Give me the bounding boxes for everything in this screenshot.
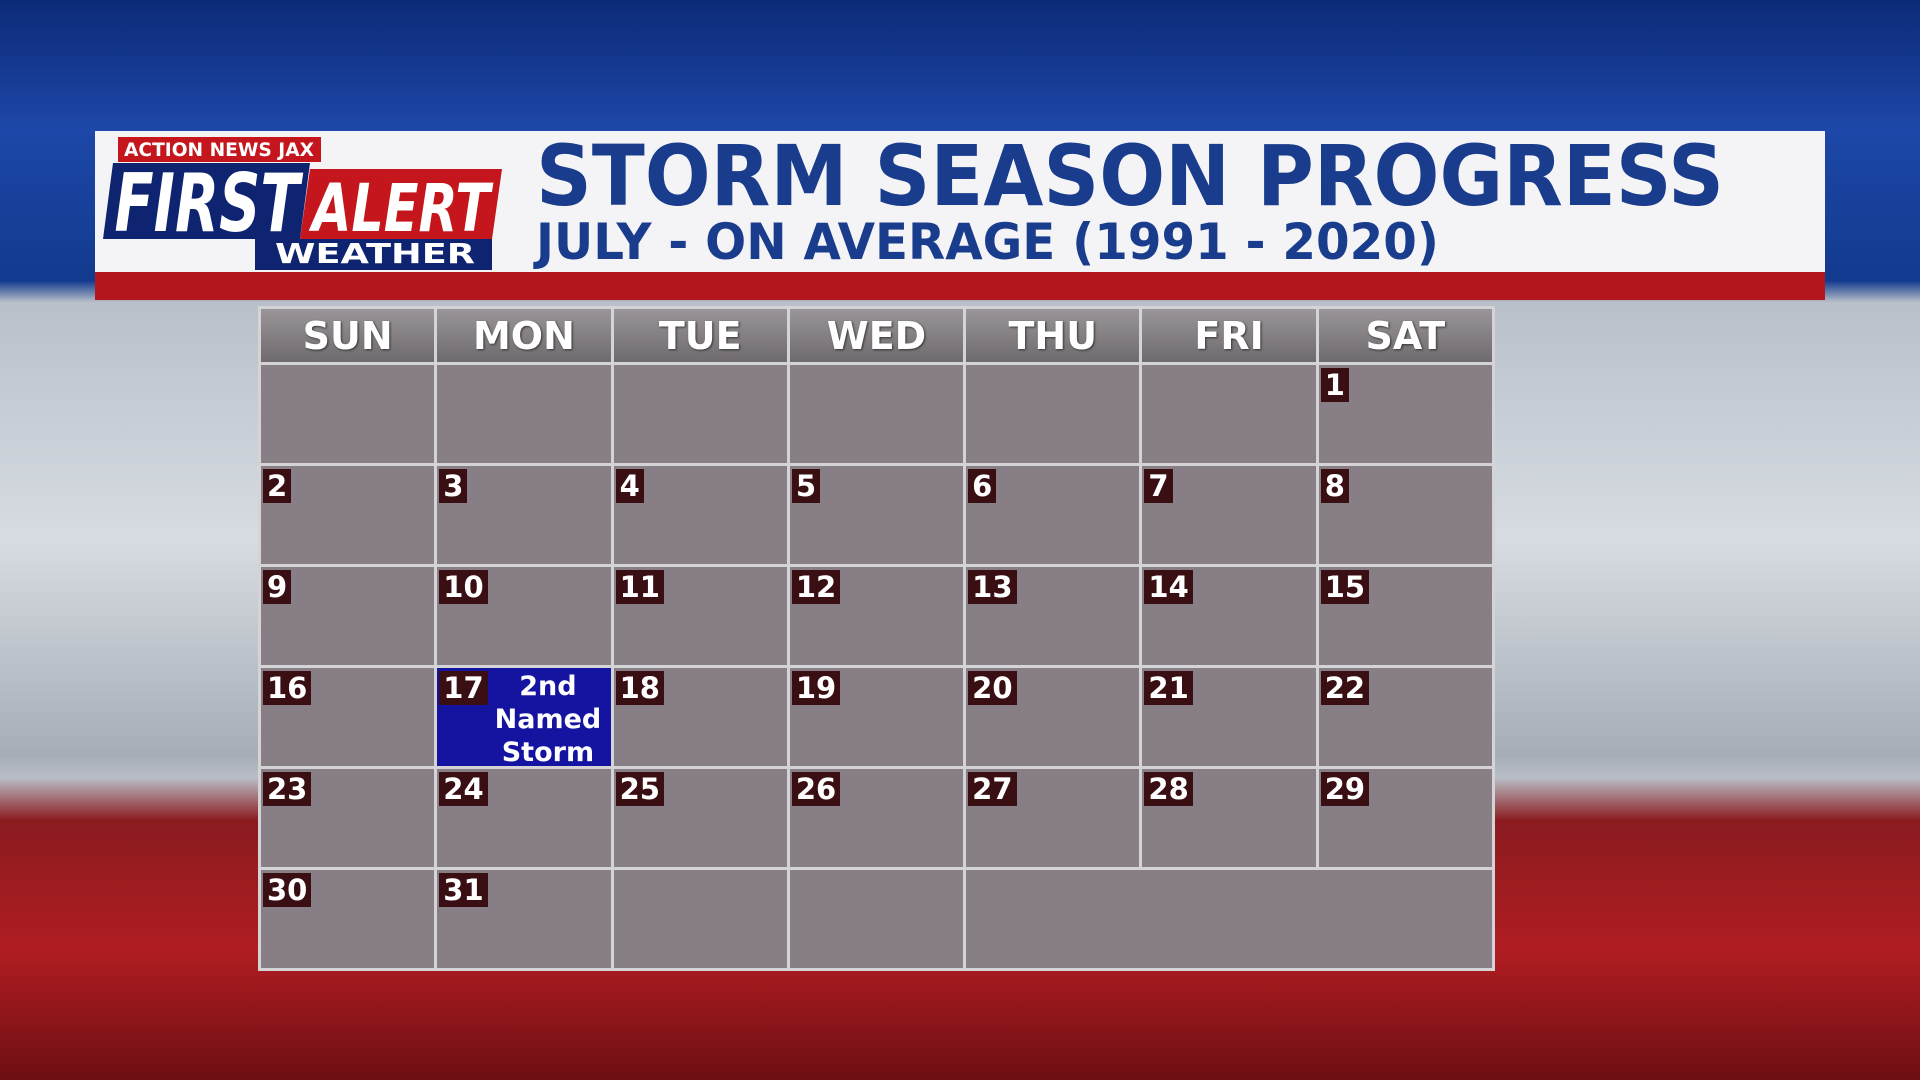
day-number: 3 [439,469,468,503]
subtitle: JULY - ON AVERAGE (1991 - 2020) [533,213,1439,271]
day-number: 26 [791,772,841,806]
day-header: FRI [1142,309,1316,362]
day-cell: 18 [613,668,787,766]
day-cell: 25 [613,769,787,867]
day-number: 9 [263,570,292,604]
logo-alert: ALERT [308,170,494,247]
day-cell: 28 [1142,769,1316,867]
day-number: 28 [1144,772,1193,806]
logo-station-box [118,137,321,162]
day-number: 1 [1320,368,1349,402]
day-number: 25 [615,772,664,806]
day-cell [1142,365,1316,463]
day-cell [789,365,964,463]
day-cell: 24 [437,769,611,867]
day-number: 19 [791,671,841,705]
day-cell: 30 [261,870,435,968]
day-number: 22 [1320,671,1370,705]
day-cell [613,870,787,968]
day-cell: 3 [437,466,611,564]
day-cell: 27 [966,769,1140,867]
day-cell [437,365,611,463]
day-cell: 10 [437,567,611,665]
day-cell [789,870,964,968]
day-cell: 26 [789,769,964,867]
header-banner: ACTION NEWS JAX FIRST ALERT WEATHER STOR… [95,131,1825,300]
day-number: 7 [1144,469,1173,503]
day-header: THU [966,309,1140,362]
day-number: 27 [968,772,1017,806]
day-number: 30 [263,873,312,907]
day-cell: 6 [966,466,1140,564]
day-number: 2 [263,469,292,503]
day-number: 12 [791,570,841,604]
day-cell: 8 [1318,466,1492,564]
day-cell [966,365,1140,463]
day-cell: 16 [261,668,435,766]
empty-cell [966,870,1492,968]
day-number: 4 [615,469,644,503]
logo-first: FIRST [115,157,304,250]
day-number: 18 [615,671,664,705]
calendar: SUN MON TUE WED THU FRI SAT 1 2 3 4 5 6 7 8 9 10 11 12 13 14… [258,306,1495,971]
day-cell: 11 [613,567,787,665]
day-number: 31 [439,873,488,907]
logo-first-box [103,163,310,239]
day-number: 8 [1320,469,1349,503]
day-number: 29 [1320,772,1370,806]
day-cell: 23 [261,769,435,867]
day-cell: 19 [789,668,964,766]
day-number: 23 [263,772,312,806]
day-cell: 7 [1142,466,1316,564]
day-number: 11 [615,570,664,604]
day-header: SAT [1318,309,1492,362]
event-note: 2nd Named Storm [494,671,602,768]
title: STORM SEASON PROGRESS [536,131,1724,225]
day-cell: 1 [1318,365,1492,463]
day-cell: 5 [789,466,964,564]
day-number: 24 [439,772,488,806]
day-cell: 2 [261,466,435,564]
day-cell [613,365,787,463]
day-number: 6 [968,469,997,503]
logo-station: ACTION NEWS JAX [124,139,314,161]
day-cell: 14 [1142,567,1316,665]
day-header: WED [789,309,964,362]
day-header: MON [437,309,611,362]
day-number: 10 [439,570,488,604]
day-cell: 29 [1318,769,1492,867]
day-number: 21 [1144,671,1193,705]
day-cell [261,365,435,463]
day-cell: 22 [1318,668,1492,766]
day-number: 16 [263,671,312,705]
day-header: TUE [613,309,787,362]
day-cell: 4 [613,466,787,564]
logo-alert-box [300,169,502,239]
event-cell: 17 2nd Named Storm [437,668,611,768]
logo-weather-box [255,239,492,270]
day-cell: 15 [1318,567,1492,665]
day-number: 15 [1320,570,1370,604]
day-header: SUN [261,309,435,362]
day-number: 14 [1144,570,1193,604]
day-number: 13 [968,570,1017,604]
day-number: 20 [968,671,1017,705]
day-cell: 13 [966,567,1140,665]
banner-stripe [95,272,1825,300]
day-cell: 31 [437,870,611,968]
day-cell: 21 [1142,668,1316,766]
day-number: 17 [439,671,488,705]
day-cell: 20 [966,668,1140,766]
day-cell: 9 [261,567,435,665]
logo-weather: WEATHER [275,237,475,270]
day-number: 5 [791,469,821,503]
day-cell: 12 [789,567,964,665]
